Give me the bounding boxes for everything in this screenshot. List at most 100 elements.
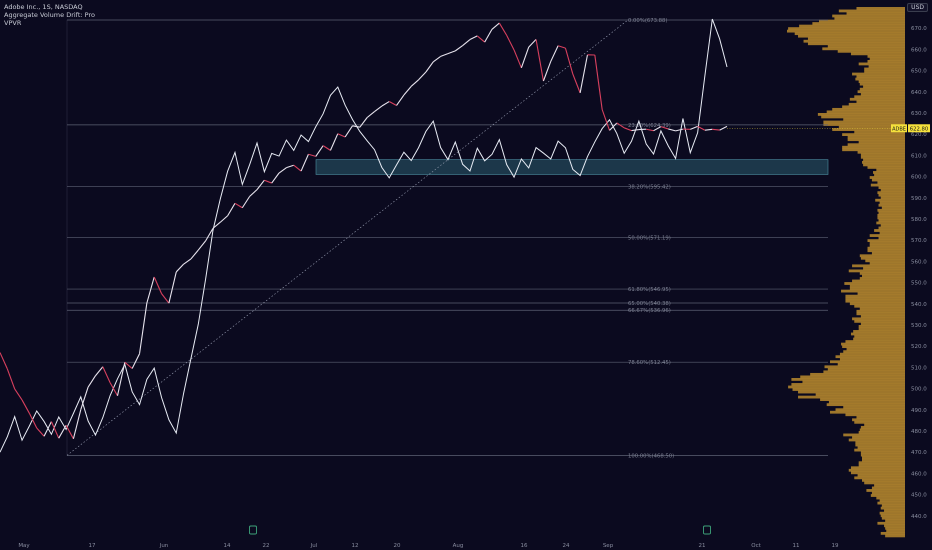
fibonacci-retracement[interactable]: 0.00%(673.88) 23.60%(624.39) 38.20%(595.42… — [66, 18, 828, 459]
volume-profile-bar — [800, 375, 905, 379]
series-lines — [0, 18, 728, 453]
time-tick-label: 11 — [793, 543, 800, 549]
price-tick-label: 650.0 — [911, 69, 927, 75]
fib-level-label: 38.20%(595.42) — [628, 184, 671, 190]
volume-profile-bar — [852, 72, 905, 76]
currency-button[interactable]: USD — [907, 3, 928, 12]
volume-profile-bar — [791, 383, 905, 386]
drift-line-segment — [557, 45, 566, 49]
time-tick-label: Sep — [603, 543, 614, 549]
drift-line-segment — [388, 101, 397, 106]
volume-profile-bar — [827, 367, 905, 371]
volume-profile-bar — [839, 352, 905, 356]
drift-line-segment — [623, 127, 632, 132]
drift-line-segment — [476, 35, 486, 43]
price-tick-label: 450.0 — [911, 493, 927, 499]
drift-line-segment — [87, 375, 96, 388]
event-markers[interactable] — [249, 525, 711, 535]
volume-profile-bar — [878, 226, 905, 230]
volume-profile-bar — [807, 42, 905, 46]
drift-line-segment — [601, 109, 611, 131]
volume-profile-bar — [799, 24, 905, 28]
drift-line-segment — [153, 276, 163, 294]
time-axis[interactable]: May 17 Jun 14 22 Jul 12 20 Aug 16 24 Sep 21 Oct 11 19 — [18, 543, 839, 549]
price-tick-label: 440.0 — [911, 514, 927, 520]
price-tick-label: 520.0 — [911, 344, 927, 350]
volume-profile-bar — [828, 400, 905, 404]
price-tick-label: 490.0 — [911, 408, 927, 414]
volume-profile-bar — [871, 486, 905, 490]
volume-profile-bar — [863, 163, 905, 167]
drift-line-segment — [124, 361, 133, 369]
volume-profile-bar — [860, 314, 905, 318]
earnings-marker[interactable] — [249, 525, 257, 535]
volume-profile-bar — [787, 29, 905, 33]
drift-line-segment — [80, 386, 89, 410]
drift-line-segment — [403, 85, 412, 96]
volume-profile-bar — [854, 476, 905, 480]
volume-profile-bar — [859, 277, 905, 280]
volume-profile-bar — [820, 398, 905, 402]
volume-profile-bar — [856, 312, 905, 316]
drift-line-segment — [396, 94, 405, 106]
volume-profile-bar — [845, 340, 905, 343]
drift-line-segment — [498, 22, 508, 36]
profile-title[interactable]: VPVR — [4, 19, 22, 27]
volume-profile-bar — [857, 150, 905, 154]
volume-profile-bar — [812, 22, 905, 25]
earnings-marker[interactable] — [703, 525, 711, 535]
volume-profile-bar — [878, 203, 905, 207]
volume-profile-bar — [886, 529, 905, 533]
drift-line-segment — [344, 125, 353, 138]
volume-profile-bar — [878, 236, 905, 240]
drift-line-segment — [520, 46, 530, 68]
time-tick-label: Jun — [159, 543, 169, 549]
fib-level-label: 50.00%(571.19) — [628, 236, 671, 242]
volume-profile-bar — [810, 372, 905, 376]
price-axis[interactable]: 440.0 450.0 460.0 470.0 480.0 490.0 500.0 510.0… — [908, 0, 932, 550]
drift-line-segment — [631, 129, 639, 132]
volume-profile-bar — [869, 244, 905, 248]
volume-profile-bar — [860, 256, 905, 260]
volume-profile-bar — [858, 463, 905, 467]
volume-profile-bar — [803, 39, 905, 43]
price-tick-label: 560.0 — [911, 259, 927, 265]
volume-profile-bar — [794, 32, 905, 36]
volume-profile-bar — [823, 123, 905, 126]
volume-profile-bar — [855, 77, 905, 81]
drift-line-segment — [286, 164, 294, 169]
volume-profile-bar — [861, 160, 905, 164]
volume-profile-bar — [876, 221, 905, 225]
fib-trend-line[interactable] — [66, 19, 629, 456]
volume-profile-bar — [858, 327, 905, 331]
drift-line-segment — [161, 293, 170, 304]
volume-profile-bar — [843, 405, 905, 409]
price-tick-label: 500.0 — [911, 387, 927, 393]
volume-profile-bar — [877, 521, 905, 525]
volume-profile-bar — [859, 82, 905, 86]
trend-dashed-line[interactable] — [66, 19, 629, 456]
drift-line-segment — [300, 154, 309, 172]
volume-profile-bar — [874, 484, 905, 487]
volume-profile-bar — [859, 272, 905, 275]
price-tick-label: 530.0 — [911, 323, 927, 329]
volume-profile-bar — [876, 168, 905, 172]
symbol-title[interactable]: Adobe Inc., 1S, NASDAQ — [4, 3, 83, 11]
drift-line-segment — [14, 388, 23, 401]
drift-line-segment — [542, 61, 552, 82]
volume-profile-bar — [835, 355, 905, 359]
volume-profile-bar — [869, 57, 905, 61]
price-tick-label: 590.0 — [911, 196, 927, 202]
price-axis-bg — [908, 0, 932, 550]
volume-profile-bar — [868, 65, 905, 68]
time-tick-label: 21 — [699, 543, 706, 549]
time-tick-label: Jul — [310, 543, 318, 549]
volume-profile-bar — [861, 456, 905, 460]
drift-line-segment — [352, 125, 360, 128]
volume-profile-bar — [832, 14, 905, 18]
indicator-title[interactable]: Aggregate Volume Drift: Pro — [4, 11, 95, 19]
volume-profile-bar — [830, 410, 905, 414]
drift-line-segment — [249, 189, 258, 197]
volume-profile-bar — [858, 325, 905, 328]
